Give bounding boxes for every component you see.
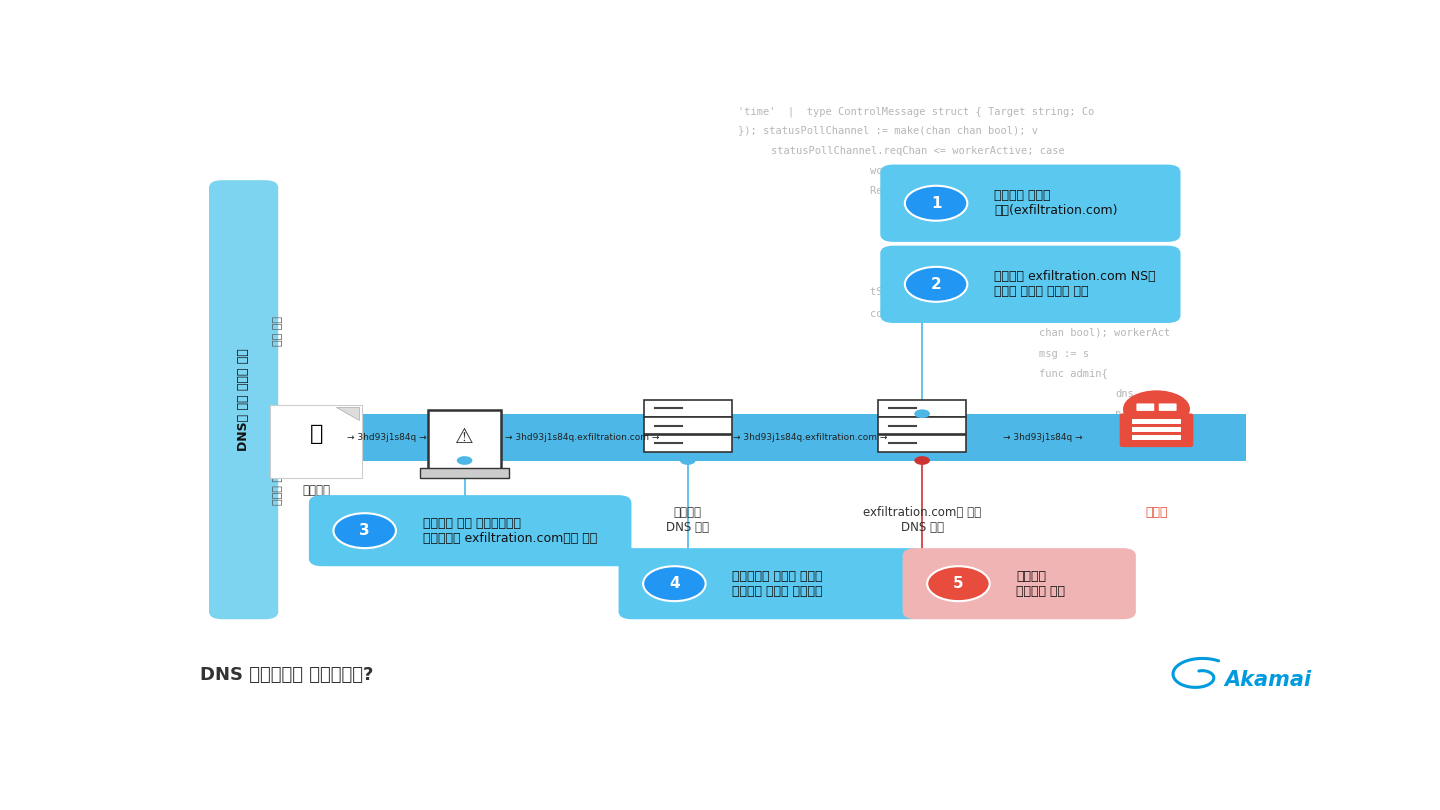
Text: 🔑: 🔑 bbox=[310, 424, 323, 444]
Text: 리커시브
DNS 서버: 리커시브 DNS 서버 bbox=[667, 505, 710, 534]
Text: 졻기 결점: 졻기 결점 bbox=[274, 316, 284, 346]
Circle shape bbox=[904, 266, 968, 302]
FancyBboxPatch shape bbox=[880, 164, 1181, 242]
FancyBboxPatch shape bbox=[1120, 413, 1194, 447]
Text: tServer(":1337", nil)); };pa: tServer(":1337", nil)); };pa bbox=[870, 288, 1044, 297]
FancyBboxPatch shape bbox=[878, 400, 966, 417]
FancyBboxPatch shape bbox=[644, 400, 732, 417]
FancyBboxPatch shape bbox=[880, 245, 1181, 323]
FancyBboxPatch shape bbox=[878, 435, 966, 452]
FancyBboxPatch shape bbox=[271, 405, 361, 478]
Text: dns.: dns. bbox=[1115, 389, 1140, 399]
Text: statusPollChannel.reqChan <= workerActive; case: statusPollChannel.reqChan <= workerActiv… bbox=[772, 146, 1066, 156]
Text: → 3hd93j1s84q.exfiltration.com →: → 3hd93j1s84q.exfiltration.com → bbox=[733, 433, 887, 441]
Polygon shape bbox=[337, 407, 359, 420]
Text: 비밀번호: 비밀번호 bbox=[302, 484, 330, 497]
FancyBboxPatch shape bbox=[275, 414, 1246, 461]
Text: exfiltration.com의 권한
DNS 서버: exfiltration.com의 권한 DNS 서버 bbox=[863, 505, 981, 534]
Circle shape bbox=[456, 456, 472, 465]
Text: 데이터 교환: 데이터 교환 bbox=[274, 469, 284, 505]
Text: ⚠: ⚠ bbox=[455, 427, 474, 447]
Circle shape bbox=[334, 514, 396, 548]
Text: → 3hd93j1s84q →: → 3hd93j1s84q → bbox=[1002, 433, 1083, 441]
Text: → 3hd93j1s84q →: → 3hd93j1s84q → bbox=[347, 433, 426, 441]
Text: }); statusPollChannel := make(chan chan bool); v: }); statusPollChannel := make(chan chan … bbox=[739, 126, 1038, 135]
Text: 4: 4 bbox=[670, 576, 680, 591]
Text: 공격자가
비밀번호 확보: 공격자가 비밀번호 확보 bbox=[1017, 569, 1066, 598]
FancyBboxPatch shape bbox=[903, 548, 1136, 619]
Text: workerActive = status;: workerActive = status; bbox=[870, 166, 1007, 177]
Text: 공격자: 공격자 bbox=[1145, 505, 1168, 518]
FancyBboxPatch shape bbox=[1159, 403, 1176, 411]
FancyBboxPatch shape bbox=[310, 495, 631, 566]
Circle shape bbox=[1123, 390, 1189, 428]
Circle shape bbox=[927, 566, 989, 601]
FancyBboxPatch shape bbox=[209, 180, 278, 619]
FancyBboxPatch shape bbox=[1132, 419, 1181, 424]
Text: DNS 터널링이란 무엇일까요?: DNS 터널링이란 무엇일까요? bbox=[200, 667, 373, 684]
FancyBboxPatch shape bbox=[644, 417, 732, 434]
Text: → 3hd93j1s84q.exfiltration.com →: → 3hd93j1s84q.exfiltration.com → bbox=[504, 433, 660, 441]
FancyBboxPatch shape bbox=[878, 417, 966, 434]
FancyBboxPatch shape bbox=[180, 97, 1296, 721]
Circle shape bbox=[644, 566, 706, 601]
Circle shape bbox=[914, 409, 930, 418]
Text: DNS를 통한 데이터 교환: DNS를 통한 데이터 교환 bbox=[238, 348, 251, 451]
Circle shape bbox=[914, 456, 930, 465]
Text: reqChan: reqChan bbox=[1040, 450, 1083, 459]
Text: 3: 3 bbox=[360, 523, 370, 538]
Text: Akamai: Akamai bbox=[1224, 671, 1312, 690]
Text: reqChan: reqChan bbox=[1115, 247, 1159, 257]
Text: count int64; }; func ma: count int64; }; func ma bbox=[870, 308, 1014, 318]
FancyBboxPatch shape bbox=[420, 467, 510, 478]
Text: 비밀번호가 포함된 요청이
공격자의 서버로 라우팅됨: 비밀번호가 포함된 요청이 공격자의 서버로 라우팅됨 bbox=[733, 569, 822, 598]
FancyBboxPatch shape bbox=[428, 410, 501, 471]
Text: 감염된 머신: 감염된 머신 bbox=[445, 505, 484, 518]
Text: 2: 2 bbox=[930, 277, 942, 292]
Text: 5: 5 bbox=[953, 576, 963, 591]
FancyBboxPatch shape bbox=[1136, 403, 1155, 411]
Text: Request) { hostTo: Request) { hostTo bbox=[870, 185, 976, 196]
Text: func admin{: func admin{ bbox=[1040, 369, 1107, 378]
Text: nil t.Fprintf(w,: nil t.Fprintf(w, bbox=[1040, 207, 1139, 216]
FancyBboxPatch shape bbox=[1132, 427, 1181, 432]
Text: printf(w: printf(w bbox=[1115, 409, 1165, 419]
FancyBboxPatch shape bbox=[1132, 435, 1181, 441]
Text: 1: 1 bbox=[930, 196, 942, 211]
FancyBboxPatch shape bbox=[644, 435, 732, 452]
Circle shape bbox=[680, 456, 696, 465]
Text: msg := s: msg := s bbox=[1040, 348, 1089, 359]
Text: 공격자가 도메인
등록(exfiltration.com): 공격자가 도메인 등록(exfiltration.com) bbox=[994, 190, 1117, 217]
Text: nlined for Ta: nlined for Ta bbox=[1040, 429, 1120, 440]
FancyBboxPatch shape bbox=[619, 548, 924, 619]
Text: ed for Ta: ed for Ta bbox=[1040, 226, 1096, 237]
Text: 공격자가 exfiltration.com NS를
자신이 소유한 서버에 설정: 공격자가 exfiltration.com NS를 자신이 소유한 서버에 설정 bbox=[994, 271, 1156, 298]
Text: chan bool); workerAct: chan bool); workerAct bbox=[1040, 328, 1171, 338]
Circle shape bbox=[904, 185, 968, 220]
Text: 멀웨어가 하위 도메인으로서
비밀번호를 exfiltration.com으로 전송: 멀웨어가 하위 도메인으로서 비밀번호를 exfiltration.com으로 … bbox=[423, 517, 598, 544]
Text: "ACTIVE": "ACTIVE" bbox=[1115, 266, 1165, 277]
Text: 'time'  |  type ControlMessage struct { Target string; Co: 'time' | type ControlMessage struct { Ta… bbox=[739, 107, 1094, 117]
